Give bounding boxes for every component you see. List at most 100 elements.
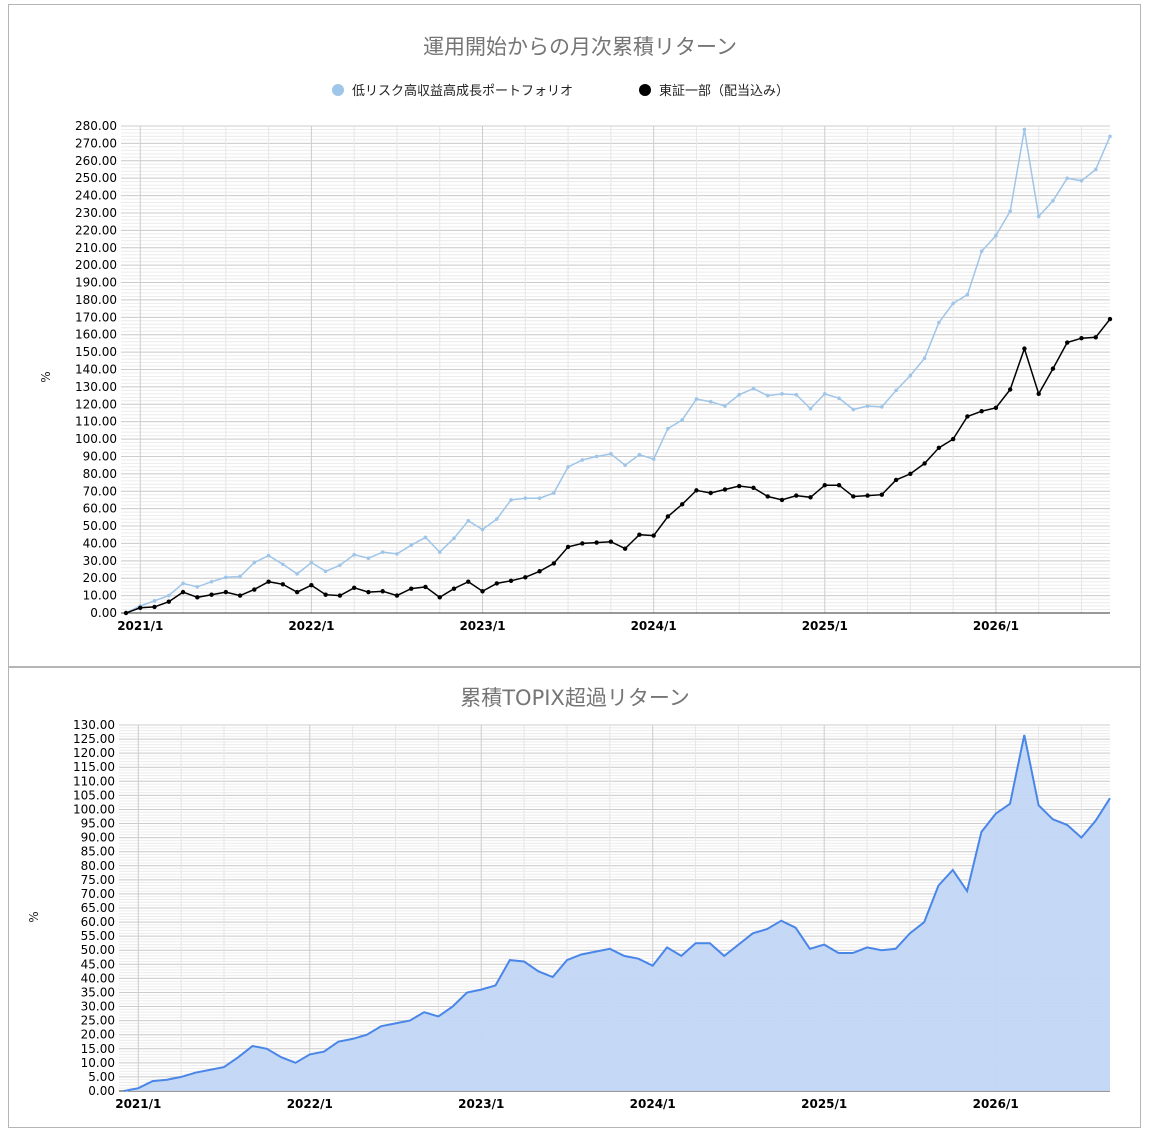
series-0-point (609, 452, 613, 456)
series-0-point (224, 575, 228, 580)
series-1-point (622, 546, 628, 551)
series-1-point (1050, 366, 1056, 371)
series-1-point (580, 541, 585, 546)
series-0-point (309, 560, 314, 565)
series-0-point (209, 579, 214, 584)
series-1-point (779, 497, 785, 503)
chart1-y-tick-label: 100.00 (75, 432, 117, 446)
series-0-point (266, 553, 271, 558)
series-1-point (1107, 316, 1113, 322)
series-1-point (451, 586, 457, 591)
chart1-y-tick-label: 70.00 (83, 484, 117, 498)
series-0-point (1008, 209, 1012, 214)
chart1-x-tick-label: 2021/1 (117, 619, 163, 633)
series-1-point (152, 604, 157, 610)
series-0-point (181, 581, 185, 586)
series-1-point (751, 485, 756, 490)
chart1-y-axis-label: % (39, 371, 53, 382)
series-0-point (937, 320, 941, 325)
series-1-point (223, 589, 229, 595)
series-0-point (837, 396, 841, 400)
chart1-y-tick-label: 80.00 (83, 467, 117, 481)
series-0-point (880, 405, 884, 409)
chart1-y-tick-label: 190.00 (75, 276, 117, 290)
series-0-point (994, 233, 998, 238)
series-0-point (537, 496, 542, 501)
series-1-point (865, 493, 870, 498)
series-1-point (765, 494, 770, 499)
legend-marker-topix (639, 84, 651, 96)
series-0-point (865, 404, 870, 408)
series-1-point (466, 579, 471, 584)
series-1-point (195, 595, 200, 600)
chart1-y-tick-label: 210.00 (75, 241, 117, 255)
series-0-point (737, 392, 742, 397)
series-0-point (694, 397, 699, 401)
series-1-point (209, 592, 214, 597)
series-0-point (395, 552, 399, 556)
series-0-point (352, 552, 356, 557)
chart1-y-tick-label: 50.00 (83, 519, 117, 533)
chart1-y-tick-label: 60.00 (83, 502, 117, 516)
series-0-point (651, 457, 656, 461)
series-0-point (494, 517, 499, 521)
chart1-y-tick-label: 0.00 (90, 606, 117, 620)
series-1-point (409, 586, 414, 591)
series-1-point (950, 436, 956, 442)
series-0-point (780, 392, 784, 396)
series-0-point (466, 519, 471, 523)
series-0-point (794, 392, 799, 397)
series-1-point (608, 539, 614, 544)
series-line-1 (125, 318, 1111, 614)
series-0-point (637, 452, 642, 457)
series-1-point (879, 492, 885, 497)
series-0-point (1022, 127, 1027, 132)
series-1-point (551, 561, 557, 566)
series-1-point (323, 592, 328, 597)
series-0-point (808, 406, 813, 411)
series-0-point (338, 563, 342, 567)
series-1-point (679, 502, 685, 507)
series-0-point (523, 496, 528, 501)
series-1-point (423, 584, 428, 590)
series-1-point (508, 578, 514, 584)
series-1-point (737, 483, 742, 489)
series-0-point (480, 527, 485, 532)
series-0-point (552, 491, 556, 495)
chart1-y-tick-label: 250.00 (75, 171, 117, 185)
series-1-point (494, 581, 499, 586)
series-1-point (822, 482, 827, 488)
series-0-point (708, 399, 713, 404)
chart1-y-tick-label: 260.00 (75, 154, 117, 168)
series-0-point (252, 560, 257, 565)
chart1-y-tick-label: 10.00 (83, 589, 117, 603)
series-0-point (666, 426, 670, 431)
chart1-y-tick-label: 220.00 (75, 223, 117, 237)
series-1-point (237, 593, 243, 598)
series-0-point (979, 249, 984, 254)
series-1-point (1079, 335, 1084, 341)
series-0-point (152, 599, 157, 603)
series-0-point (765, 393, 770, 398)
series-0-point (623, 463, 627, 467)
series-1-point (266, 579, 271, 584)
series-1-point (665, 514, 671, 519)
chart1-y-tick-label: 230.00 (75, 206, 117, 220)
chart-panel-frame (8, 4, 1141, 1128)
series-0-point (822, 392, 827, 396)
series-0-point (409, 543, 414, 547)
series-1-point (893, 477, 899, 483)
series-1-point (651, 533, 656, 538)
series-1-point (1093, 335, 1098, 340)
series-0-point (922, 356, 927, 360)
chart1-y-tick-label: 280.00 (75, 119, 117, 133)
chart1-x-tick-label: 2023/1 (459, 619, 505, 633)
series-0-point (851, 407, 856, 412)
series-line-0 (125, 129, 1111, 614)
series-1-point (908, 471, 913, 477)
series-0-point (509, 498, 513, 502)
series-1-point (280, 582, 286, 587)
series-1-point (380, 589, 385, 594)
series-0-point (908, 373, 913, 378)
series-0-point (594, 454, 599, 459)
